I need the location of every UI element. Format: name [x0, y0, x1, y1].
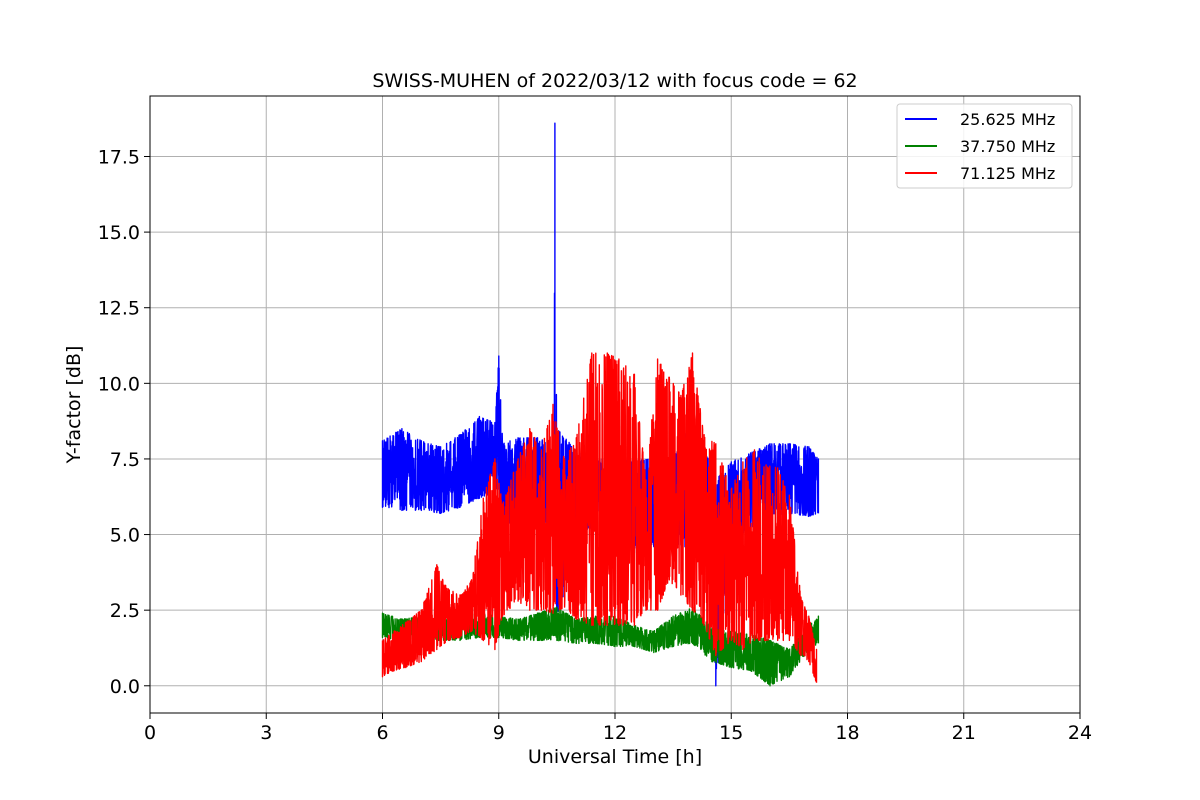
x-tick-label: 18 [835, 722, 859, 744]
x-tick-label: 3 [260, 722, 272, 744]
y-tick-label: 12.5 [98, 298, 140, 320]
axis-ticks: 0 3 6 9 12 15 18 21 24 0.0 2.5 5.0 7.5 10.0 12.5 15.0 17… [98, 146, 1092, 744]
chart-title: SWISS-MUHEN of 2022/03/12 with focus cod… [372, 70, 857, 92]
y-tick-label: 17.5 [98, 146, 140, 168]
x-tick-label: 6 [376, 722, 388, 744]
x-axis-label: Universal Time [h] [528, 746, 702, 768]
y-tick-label: 7.5 [110, 449, 140, 471]
x-tick-label: 0 [144, 722, 156, 744]
series-line-2 [381, 352, 818, 683]
legend-entry-label: 25.625 MHz [960, 110, 1055, 129]
x-tick-label: 24 [1068, 722, 1092, 744]
x-tick-label: 12 [603, 722, 627, 744]
y-tick-label: 15.0 [98, 222, 140, 244]
legend: 25.625 MHz 37.750 MHz 71.125 MHz [896, 103, 1073, 189]
x-tick-label: 21 [952, 722, 976, 744]
y-tick-label: 5.0 [110, 525, 140, 547]
y-tick-label: 2.5 [110, 600, 140, 622]
series-layer [381, 122, 820, 687]
legend-box [896, 103, 1073, 189]
legend-entry-label: 71.125 MHz [960, 164, 1055, 183]
y-tick-label: 10.0 [98, 373, 140, 395]
x-tick-label: 9 [493, 722, 505, 744]
y-tick-label: 0.0 [110, 676, 140, 698]
legend-entry-label: 37.750 MHz [960, 137, 1055, 156]
y-axis-label: Y-factor [dB] [63, 346, 85, 465]
x-tick-label: 15 [719, 722, 743, 744]
